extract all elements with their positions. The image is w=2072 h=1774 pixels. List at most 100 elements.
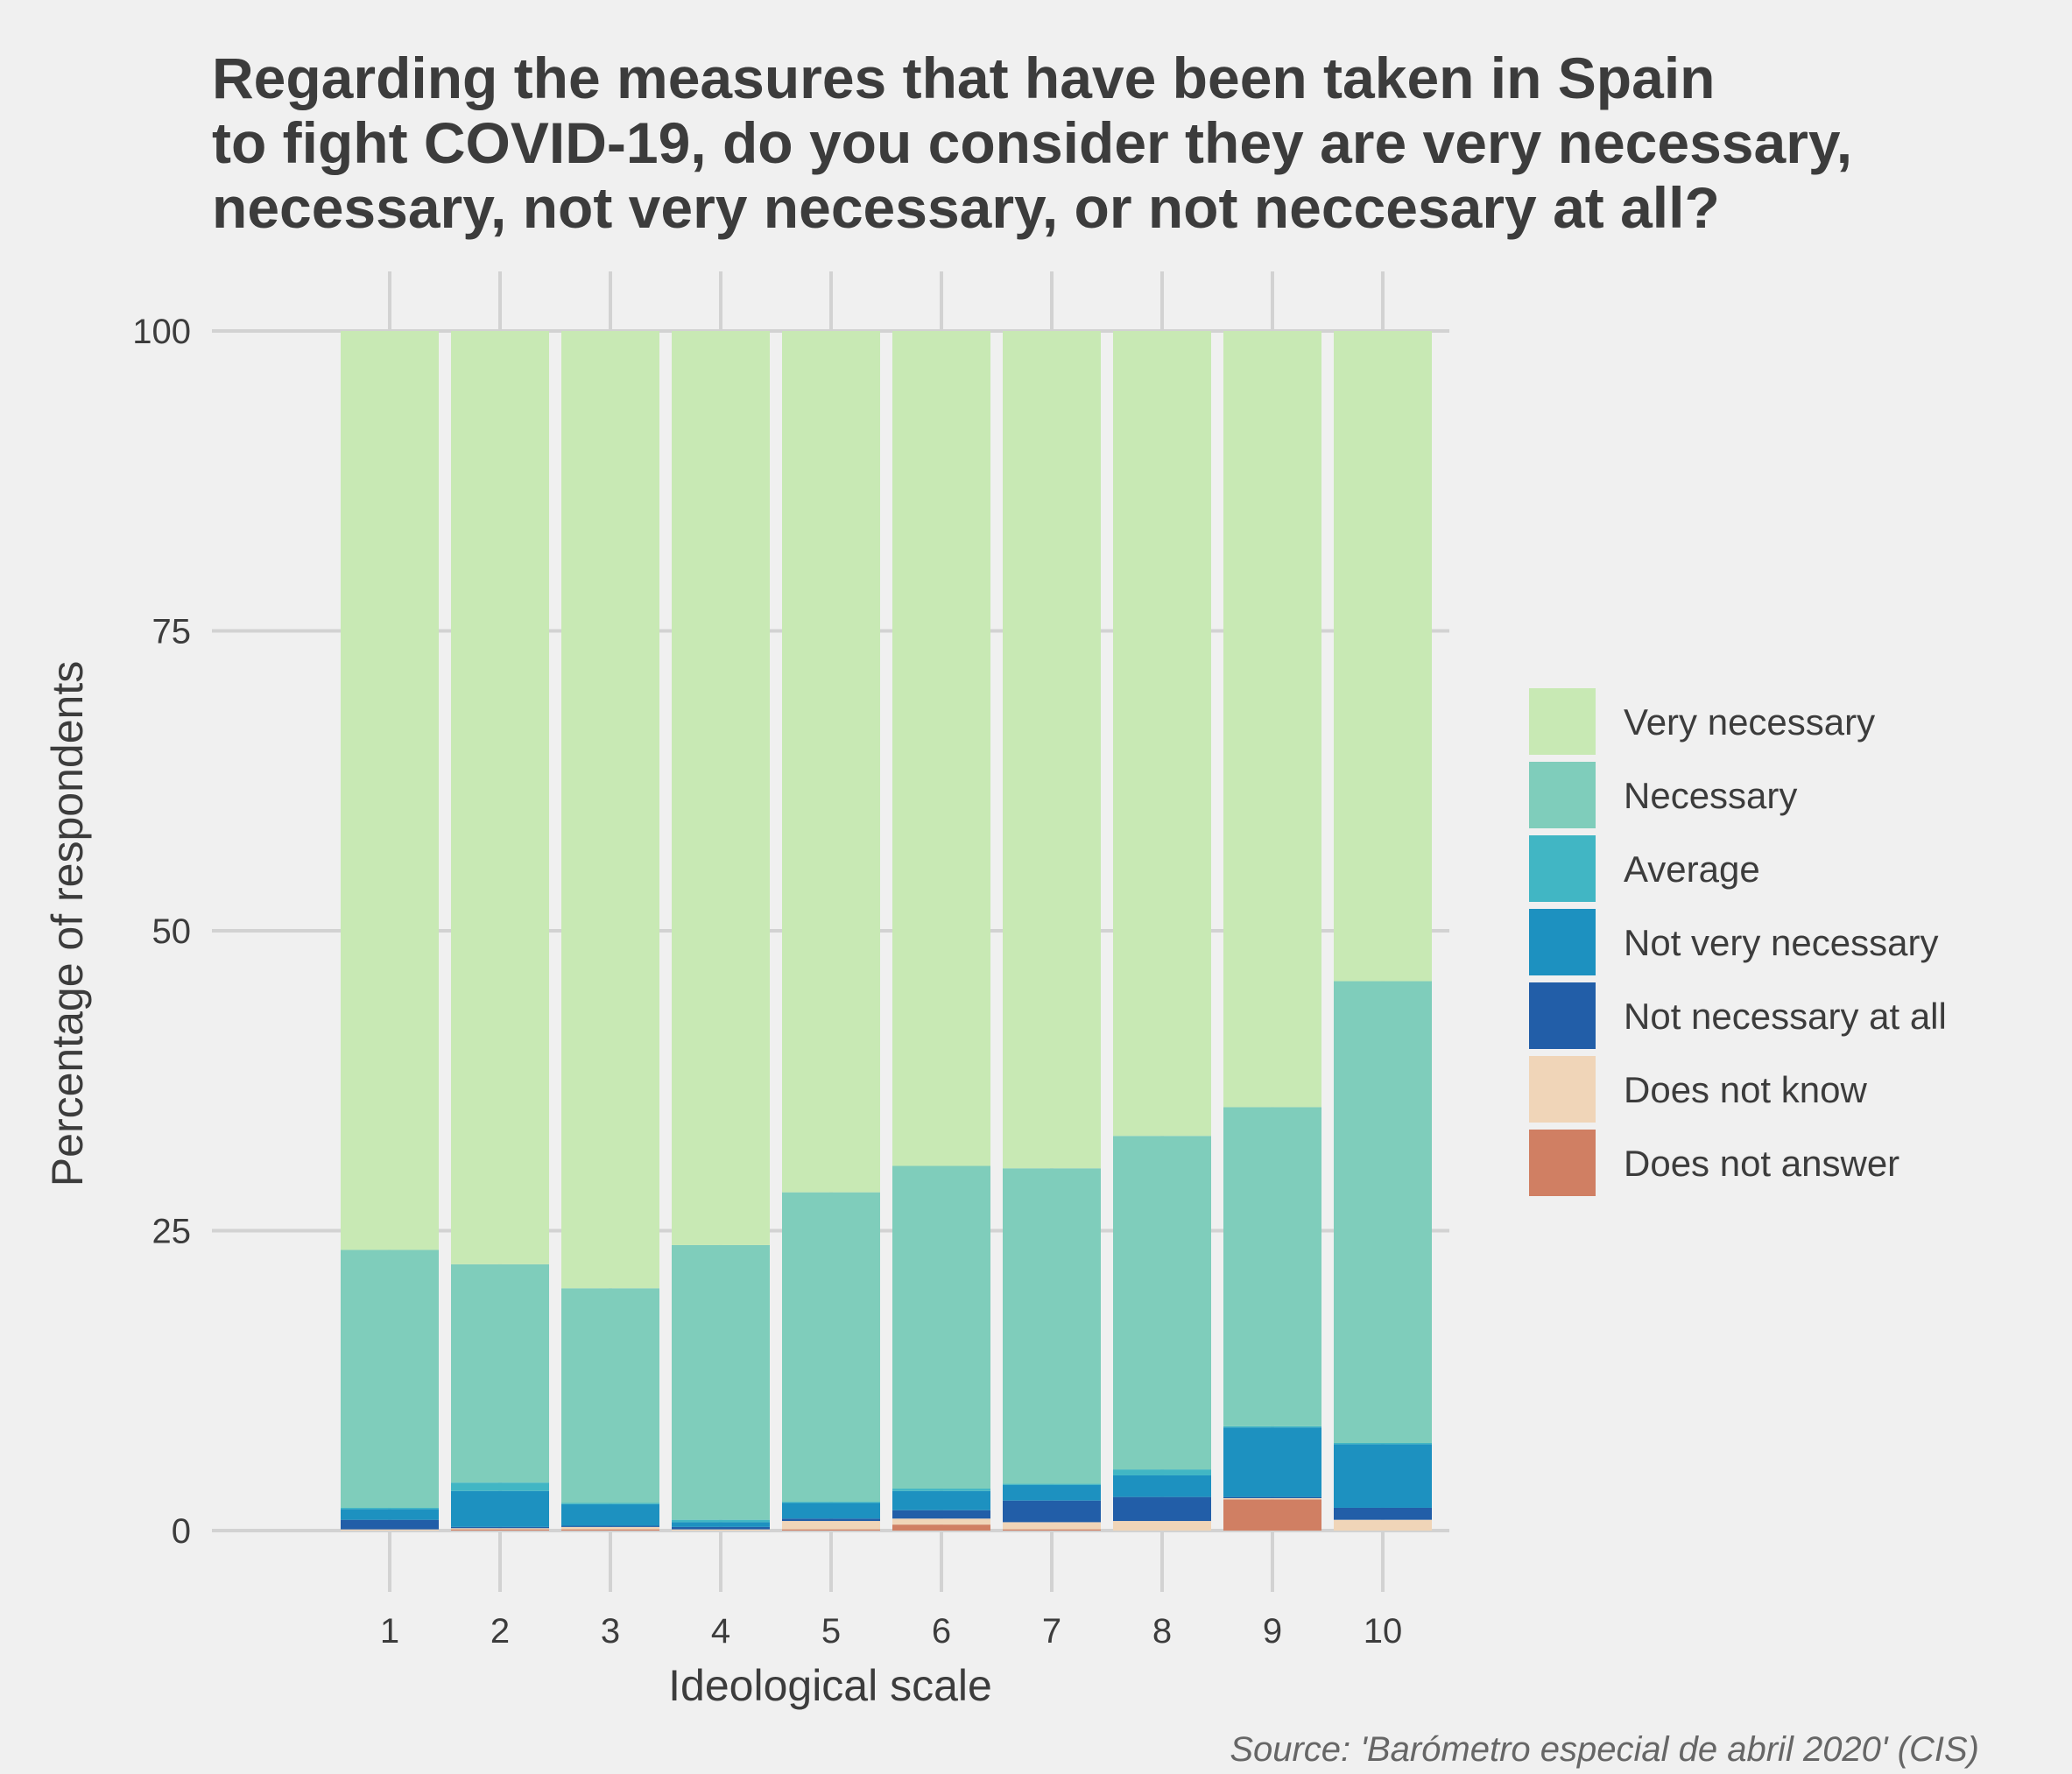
y-tick-label-50: 50: [152, 912, 192, 951]
bars-layer: [341, 331, 1432, 1531]
legend: Very necessary Necessary Average Not very n…: [1529, 688, 1947, 1196]
legend-item-average: Average: [1529, 835, 1760, 902]
bar-segment-8-does-not-know: [1113, 1521, 1211, 1531]
bar-segment-9-average: [1223, 1426, 1321, 1428]
bar-stack-10: [1334, 331, 1432, 1531]
bar-segment-9-does-not-know: [1223, 1498, 1321, 1500]
x-tick-label-5: 5: [821, 1612, 841, 1651]
legend-swatch-necessary: [1529, 762, 1596, 828]
bar-segment-6-necessary: [892, 1165, 990, 1489]
legend-label-does-not-answer: Does not answer: [1624, 1143, 1899, 1184]
bar-segment-6-not-necessary-at-all: [892, 1510, 990, 1519]
bar-stack-8: [1113, 331, 1211, 1531]
bar-segment-1-not-very-necessary: [341, 1509, 439, 1520]
bar-segment-7-not-very-necessary: [1003, 1484, 1101, 1501]
bar-segment-4-not-necessary-at-all: [672, 1526, 770, 1530]
bar-segment-3-not-very-necessary: [561, 1503, 659, 1526]
y-tick-label-0: 0: [172, 1512, 191, 1551]
bar-segment-9-very-necessary: [1223, 331, 1321, 1108]
bar-segment-7-very-necessary: [1003, 331, 1101, 1169]
bar-segment-2-very-necessary: [451, 331, 549, 1264]
bar-stack-5: [782, 331, 880, 1531]
bar-segment-1-does-not-know: [341, 1529, 439, 1531]
legend-label-very-necessary: Very necessary: [1624, 701, 1875, 743]
bar-segment-8-very-necessary: [1113, 331, 1211, 1137]
bar-segment-4-necessary: [672, 1244, 770, 1520]
bar-segment-2-not-very-necessary: [451, 1490, 549, 1527]
bar-segment-8-not-very-necessary: [1113, 1475, 1211, 1497]
legend-label-necessary: Necessary: [1624, 775, 1797, 816]
bar-segment-1-necessary: [341, 1250, 439, 1508]
legend-item-does-not-answer: Does not answer: [1529, 1130, 1899, 1196]
x-tick-label-8: 8: [1152, 1612, 1172, 1651]
legend-label-average: Average: [1624, 848, 1760, 890]
bar-segment-6-does-not-know: [892, 1518, 990, 1525]
source-note: Source: 'Barómetro especial de abril 202…: [1230, 1730, 1979, 1769]
x-tick-label-9: 9: [1263, 1612, 1282, 1651]
legend-swatch-does-not-know: [1529, 1056, 1596, 1123]
bar-segment-7-does-not-answer: [1003, 1529, 1101, 1531]
bar-segment-4-very-necessary: [672, 331, 770, 1245]
legend-label-not-very-necessary: Not very necessary: [1624, 922, 1938, 963]
title-line-2: to fight COVID-19, do you consider they …: [212, 110, 1853, 175]
bar-stack-2: [451, 331, 549, 1531]
bar-segment-3-does-not-know: [561, 1526, 659, 1530]
legend-label-not-necessary-at-all: Not necessary at all: [1624, 996, 1947, 1037]
bar-segment-7-does-not-know: [1003, 1522, 1101, 1530]
bar-segment-9-not-very-necessary: [1223, 1427, 1321, 1497]
bar-segment-10-not-very-necessary: [1334, 1444, 1432, 1508]
legend-swatch-very-necessary: [1529, 688, 1596, 755]
x-axis-title: Ideological scale: [668, 1661, 992, 1710]
x-tick-label-4: 4: [711, 1612, 730, 1651]
bar-segment-3-very-necessary: [561, 331, 659, 1289]
bar-stack-9: [1223, 331, 1321, 1531]
bar-segment-10-average: [1334, 1442, 1432, 1445]
bar-stack-6: [892, 331, 990, 1531]
legend-swatch-does-not-answer: [1529, 1130, 1596, 1196]
bar-segment-3-not-necessary-at-all: [561, 1525, 659, 1527]
bar-stack-4: [672, 331, 770, 1531]
bar-segment-5-not-very-necessary: [782, 1503, 880, 1519]
bar-segment-6-not-very-necessary: [892, 1490, 990, 1510]
bar-segment-9-not-necessary-at-all: [1223, 1496, 1321, 1499]
bar-stack-3: [561, 331, 659, 1531]
bar-segment-1-not-necessary-at-all: [341, 1519, 439, 1530]
bar-stack-1: [341, 331, 439, 1531]
y-axis-title: Percentage of respondents: [43, 661, 92, 1186]
legend-item-very-necessary: Very necessary: [1529, 688, 1875, 755]
title-line-1: Regarding the measures that have been ta…: [212, 46, 1716, 110]
bar-segment-2-does-not-answer: [451, 1529, 549, 1531]
legend-swatch-not-very-necessary: [1529, 909, 1596, 975]
bar-segment-5-average: [782, 1502, 880, 1503]
bar-segment-5-necessary: [782, 1192, 880, 1503]
bar-segment-10-necessary: [1334, 981, 1432, 1443]
title-line-3: necessary, not very necessary, or not ne…: [212, 175, 1720, 240]
legend-item-does-not-know: Does not know: [1529, 1056, 1867, 1123]
bar-segment-8-average: [1113, 1469, 1211, 1475]
y-tick-label-100: 100: [132, 313, 191, 351]
bar-segment-3-does-not-answer: [561, 1529, 659, 1531]
bar-segment-9-does-not-answer: [1223, 1499, 1321, 1531]
bar-segment-5-does-not-answer: [782, 1529, 880, 1531]
legend-swatch-not-necessary-at-all: [1529, 982, 1596, 1049]
bar-segment-2-does-not-know: [451, 1528, 549, 1530]
bar-segment-6-does-not-answer: [892, 1524, 990, 1531]
bar-segment-10-very-necessary: [1334, 331, 1432, 982]
x-tick-label-7: 7: [1042, 1612, 1061, 1651]
legend-item-not-very-necessary: Not very necessary: [1529, 909, 1938, 975]
bar-segment-7-necessary: [1003, 1168, 1101, 1484]
y-tick-label-25: 25: [152, 1213, 192, 1251]
bar-segment-4-average: [672, 1519, 770, 1523]
legend-item-necessary: Necessary: [1529, 762, 1797, 828]
legend-item-not-necessary-at-all: Not necessary at all: [1529, 982, 1947, 1049]
bar-segment-5-very-necessary: [782, 331, 880, 1193]
bar-segment-7-average: [1003, 1483, 1101, 1485]
axis-layer: Percentage of respondents Ideological sc…: [43, 313, 1402, 1710]
bar-segment-1-average: [341, 1507, 439, 1510]
bar-segment-6-very-necessary: [892, 331, 990, 1166]
bar-segment-4-does-not-know: [672, 1529, 770, 1531]
bar-segment-1-very-necessary: [341, 331, 439, 1250]
y-tick-label-75: 75: [152, 613, 192, 651]
x-tick-label-1: 1: [380, 1612, 399, 1651]
